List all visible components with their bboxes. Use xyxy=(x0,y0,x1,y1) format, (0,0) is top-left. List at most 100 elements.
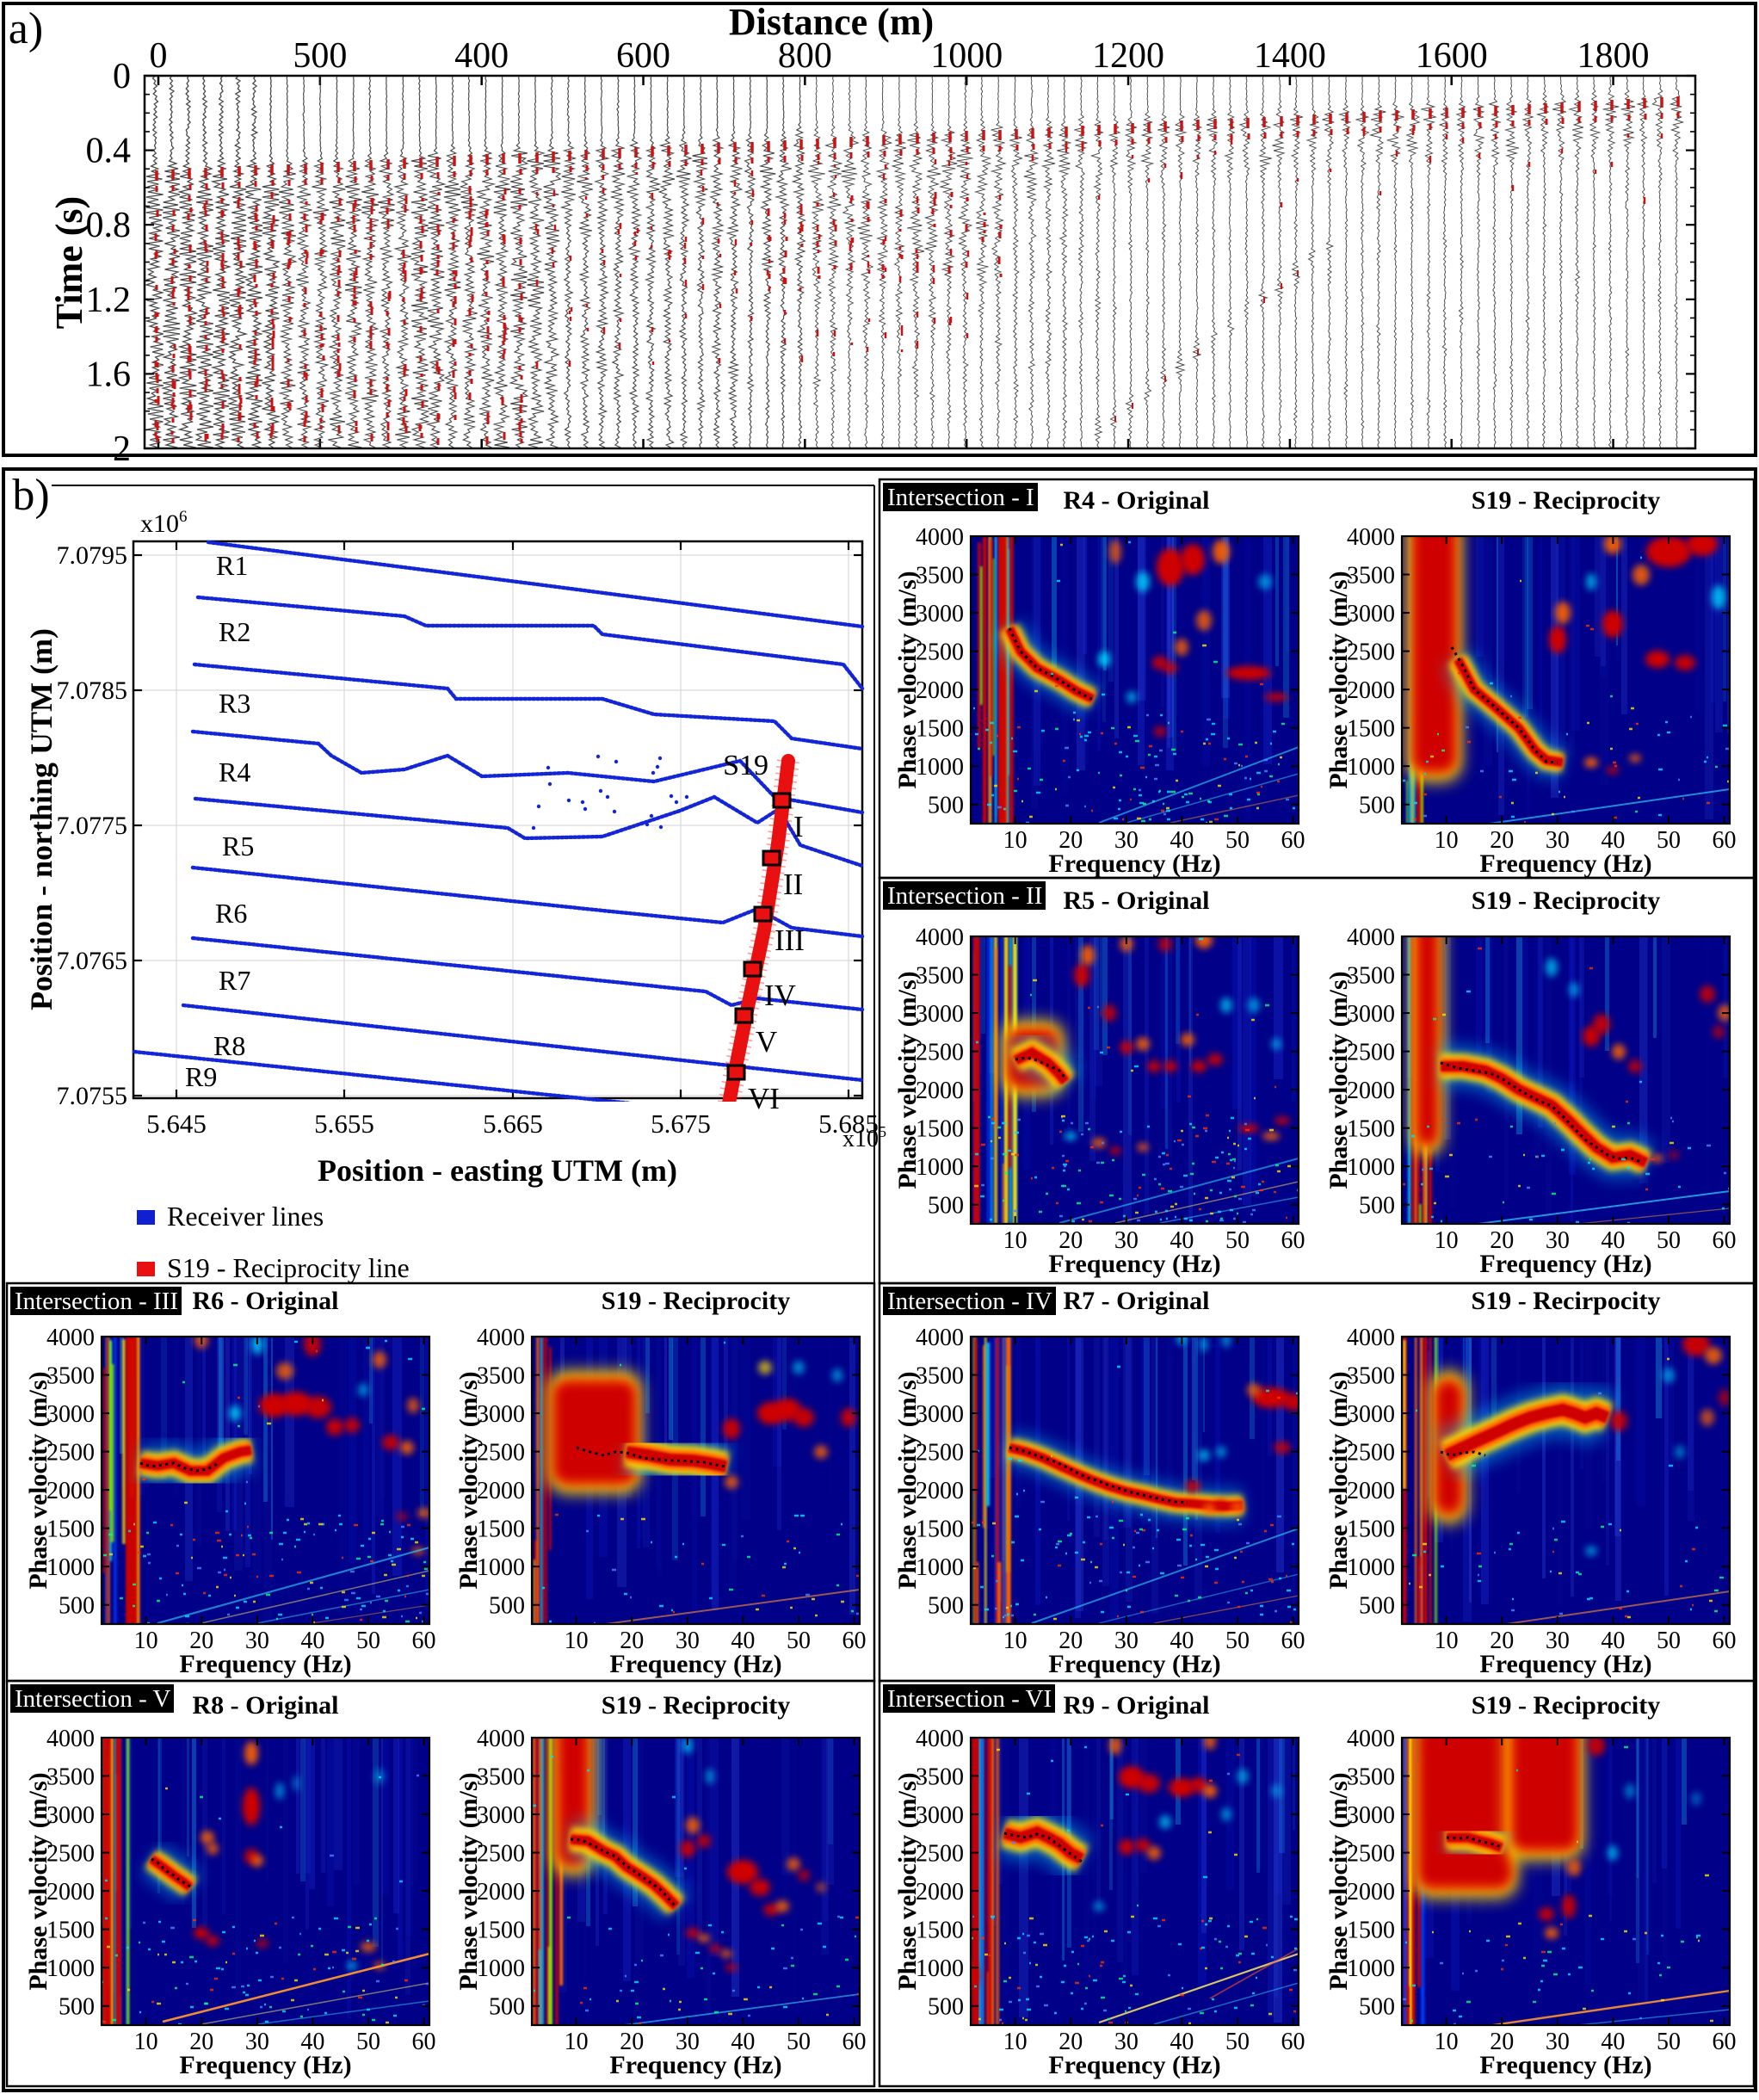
svg-text:0.8: 0.8 xyxy=(86,206,132,245)
svg-text:50: 50 xyxy=(1657,1227,1681,1254)
svg-text:Phase velocity (m/s): Phase velocity (m/s) xyxy=(893,1371,922,1589)
svg-text:Frequency (Hz): Frequency (Hz) xyxy=(609,2051,781,2079)
svg-text:10: 10 xyxy=(134,1628,158,1654)
svg-text:50: 50 xyxy=(787,2029,811,2055)
svg-text:3000: 3000 xyxy=(916,1001,964,1028)
svg-text:2000: 2000 xyxy=(1347,1078,1395,1104)
svg-text:2000: 2000 xyxy=(1347,677,1395,704)
svg-text:3500: 3500 xyxy=(916,1363,964,1390)
svg-text:3000: 3000 xyxy=(1347,1802,1395,1829)
svg-text:7.0795: 7.0795 xyxy=(57,541,128,570)
svg-text:2500: 2500 xyxy=(916,1040,964,1066)
svg-text:500: 500 xyxy=(293,36,347,76)
svg-text:40: 40 xyxy=(300,2029,324,2055)
svg-text:40: 40 xyxy=(1601,1227,1625,1254)
svg-text:60: 60 xyxy=(1281,827,1305,854)
svg-text:3000: 3000 xyxy=(477,1401,525,1428)
svg-text:3000: 3000 xyxy=(916,1802,964,1829)
svg-text:20: 20 xyxy=(1490,1628,1514,1654)
svg-text:10: 10 xyxy=(1003,1227,1028,1254)
svg-text:0: 0 xyxy=(113,57,131,96)
svg-text:500: 500 xyxy=(928,1593,964,1620)
svg-text:4000: 4000 xyxy=(1347,524,1395,551)
svg-text:30: 30 xyxy=(1114,2029,1139,2055)
svg-text:30: 30 xyxy=(1546,2029,1570,2055)
svg-text:R6 - Original: R6 - Original xyxy=(193,1287,339,1315)
svg-text:1.2: 1.2 xyxy=(86,281,132,320)
svg-text:Phase velocity (m/s): Phase velocity (m/s) xyxy=(1324,571,1353,788)
svg-text:2500: 2500 xyxy=(477,1841,525,1868)
svg-text:1400: 1400 xyxy=(1254,36,1326,76)
svg-text:R4: R4 xyxy=(219,757,250,788)
svg-text:S19 - Reciprocity: S19 - Reciprocity xyxy=(602,1691,790,1720)
svg-text:2500: 2500 xyxy=(1347,1040,1395,1066)
svg-text:Phase velocity (m/s): Phase velocity (m/s) xyxy=(24,1772,52,1990)
svg-text:4000: 4000 xyxy=(916,1325,964,1351)
svg-text:2: 2 xyxy=(113,429,131,469)
svg-text:I: I xyxy=(793,810,804,843)
svg-text:7.0785: 7.0785 xyxy=(57,676,128,705)
svg-text:30: 30 xyxy=(1546,1227,1570,1254)
svg-text:1000: 1000 xyxy=(1347,754,1395,781)
svg-text:500: 500 xyxy=(489,1593,525,1620)
svg-text:Frequency (Hz): Frequency (Hz) xyxy=(1479,2051,1651,2079)
svg-text:1000: 1000 xyxy=(477,1955,525,1982)
svg-text:Phase velocity (m/s): Phase velocity (m/s) xyxy=(893,571,922,788)
svg-text:5.685: 5.685 xyxy=(818,1109,879,1139)
svg-text:R9: R9 xyxy=(185,1061,217,1092)
svg-text:2500: 2500 xyxy=(46,1841,95,1868)
svg-text:S19: S19 xyxy=(723,750,768,781)
svg-text:30: 30 xyxy=(245,2029,269,2055)
svg-text:50: 50 xyxy=(1225,1227,1250,1254)
svg-text:Frequency (Hz): Frequency (Hz) xyxy=(609,1650,781,1678)
svg-text:50: 50 xyxy=(1657,1628,1681,1654)
svg-text:S19 - Reciprocity: S19 - Reciprocity xyxy=(1472,886,1660,915)
svg-text:R3: R3 xyxy=(219,688,250,719)
svg-text:10: 10 xyxy=(565,2029,589,2055)
svg-text:30: 30 xyxy=(1546,1628,1570,1654)
svg-text:2500: 2500 xyxy=(1347,1841,1395,1868)
svg-text:0.4: 0.4 xyxy=(86,132,132,171)
svg-text:10: 10 xyxy=(1003,1628,1028,1654)
svg-text:10: 10 xyxy=(1003,827,1028,854)
svg-text:4000: 4000 xyxy=(1347,1325,1395,1351)
svg-text:40: 40 xyxy=(1601,1628,1625,1654)
svg-text:2000: 2000 xyxy=(477,1478,525,1504)
svg-text:Intersection - III: Intersection - III xyxy=(15,1288,178,1315)
svg-text:Frequency (Hz): Frequency (Hz) xyxy=(1479,849,1651,878)
svg-text:4000: 4000 xyxy=(477,1726,525,1752)
svg-text:Position - easting UTM (m): Position - easting UTM (m) xyxy=(318,1153,677,1188)
svg-text:7.0755: 7.0755 xyxy=(57,1082,128,1110)
svg-text:1.6: 1.6 xyxy=(86,355,132,394)
svg-text:3000: 3000 xyxy=(1347,601,1395,627)
svg-text:1000: 1000 xyxy=(46,1955,95,1982)
svg-text:S19 - Reciprocity: S19 - Reciprocity xyxy=(1472,486,1660,515)
svg-text:2500: 2500 xyxy=(46,1440,95,1467)
svg-text:a): a) xyxy=(9,4,43,53)
svg-text:1800: 1800 xyxy=(1577,36,1650,76)
svg-text:3000: 3000 xyxy=(477,1802,525,1829)
svg-text:500: 500 xyxy=(59,1994,95,2021)
svg-text:V: V xyxy=(756,1025,777,1059)
svg-text:Phase velocity (m/s): Phase velocity (m/s) xyxy=(1324,1371,1353,1589)
svg-text:2000: 2000 xyxy=(916,1478,964,1504)
svg-text:40: 40 xyxy=(300,1628,324,1654)
svg-text:R8 - Original: R8 - Original xyxy=(193,1691,339,1720)
svg-text:40: 40 xyxy=(1170,2029,1194,2055)
svg-text:R4 - Original: R4 - Original xyxy=(1064,486,1210,515)
svg-text:1500: 1500 xyxy=(916,716,964,743)
svg-text:60: 60 xyxy=(412,2029,436,2055)
svg-text:30: 30 xyxy=(245,1628,269,1654)
svg-text:Distance (m): Distance (m) xyxy=(729,1,934,43)
svg-text:3500: 3500 xyxy=(46,1764,95,1791)
svg-text:1500: 1500 xyxy=(1347,716,1395,743)
svg-text:4000: 4000 xyxy=(916,924,964,951)
svg-text:2500: 2500 xyxy=(916,1440,964,1467)
svg-text:1000: 1000 xyxy=(930,36,1003,76)
svg-text:60: 60 xyxy=(1713,1227,1737,1254)
svg-text:1000: 1000 xyxy=(916,1554,964,1581)
svg-text:1500: 1500 xyxy=(1347,1918,1395,1944)
svg-text:1000: 1000 xyxy=(1347,1154,1395,1181)
svg-text:30: 30 xyxy=(1114,827,1139,854)
svg-text:3000: 3000 xyxy=(916,601,964,627)
